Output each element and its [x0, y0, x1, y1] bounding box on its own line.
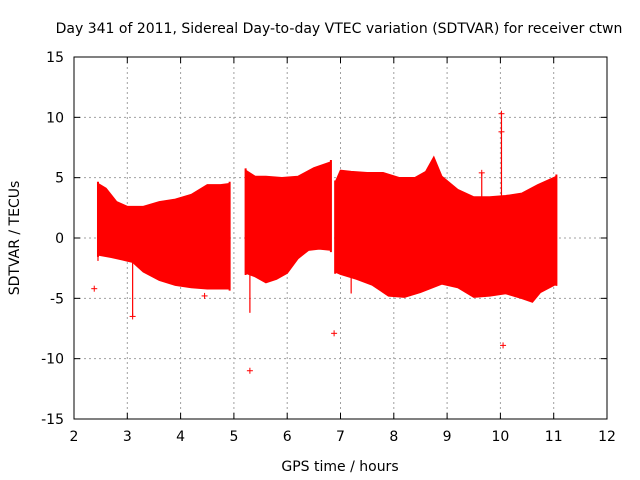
x-tick-label: 3	[123, 429, 132, 445]
x-tick-label: 11	[545, 429, 563, 445]
x-tick-label: 6	[283, 429, 292, 445]
axis-ticks: 2 3 4 5 6 7 8 9 10 11 12 15 10 5 0 -5 -10 -15	[41, 50, 616, 445]
y-tick-label: 15	[46, 50, 64, 66]
outlier-point	[91, 285, 98, 292]
y-axis-title: SDTVAR / TECUs	[7, 181, 23, 296]
x-tick-label: 2	[70, 429, 79, 445]
x-tick-label: 10	[491, 429, 509, 445]
x-tick-label: 5	[229, 429, 238, 445]
y-tick-label: -5	[50, 291, 64, 307]
y-tick-label: 10	[46, 110, 64, 126]
y-tick-label: 5	[55, 171, 64, 187]
x-axis-title: GPS time / hours	[281, 459, 398, 475]
data-band-segment	[244, 160, 332, 284]
plot-data	[91, 110, 558, 374]
x-tick-label: 8	[389, 429, 398, 445]
x-tick-label: 4	[176, 429, 185, 445]
y-tick-label: -10	[41, 352, 64, 368]
y-tick-label: -15	[41, 412, 64, 428]
outlier-point	[331, 330, 338, 337]
outlier-point	[246, 367, 253, 374]
data-band-segment	[334, 155, 558, 303]
x-tick-label: 12	[598, 429, 616, 445]
chart-title: Day 341 of 2011, Sidereal Day-to-day VTE…	[56, 21, 623, 37]
x-tick-label: 7	[336, 429, 345, 445]
outlier-point	[500, 342, 507, 349]
y-tick-label: 0	[55, 231, 64, 247]
outlier-point	[201, 292, 208, 299]
data-band-segment	[97, 182, 231, 290]
x-tick-label: 9	[443, 429, 452, 445]
